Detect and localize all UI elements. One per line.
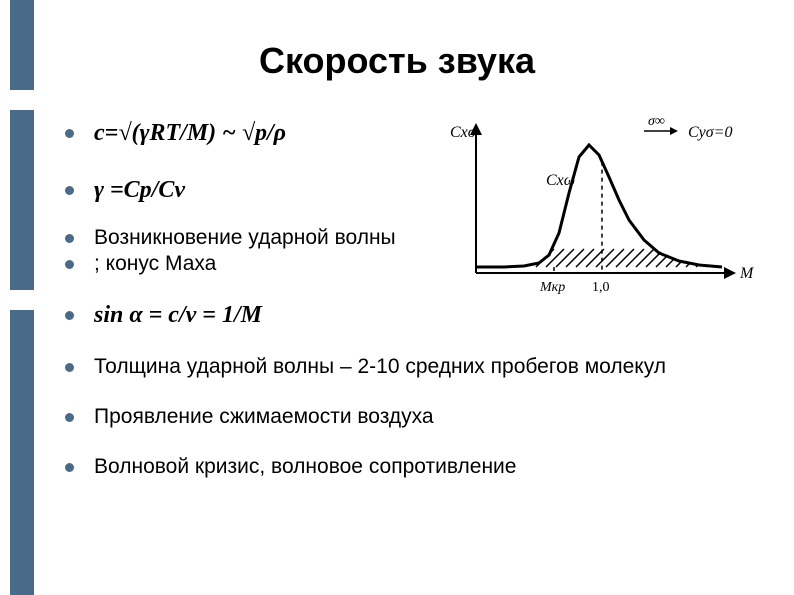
svg-text:σ∞: σ∞ bbox=[648, 115, 665, 129]
bullet-line-7: Волновой кризис, волновое сопротивление bbox=[65, 455, 764, 479]
bullet-dot bbox=[65, 260, 74, 269]
bullet-text: Волновой кризис, волновое сопротивление bbox=[94, 455, 516, 479]
bullet-text: Возникновение ударной волны bbox=[94, 226, 396, 250]
bullet-text: Проявление сжимаемости воздуха bbox=[94, 405, 434, 429]
bullet-text: c=√(γRT/M) ~ √p/ρ bbox=[94, 120, 286, 147]
bullet-dot bbox=[65, 129, 74, 138]
slide-title: Скорость звука bbox=[0, 40, 794, 82]
svg-text:M: M bbox=[739, 265, 754, 282]
svg-text:1,0: 1,0 bbox=[592, 280, 610, 295]
accent-bar-3 bbox=[10, 310, 34, 595]
bullet-dot bbox=[65, 463, 74, 472]
bullet-text: Толщина ударной волны – 2-10 средних про… bbox=[94, 355, 666, 379]
svg-text:Cxω: Cxω bbox=[546, 172, 575, 189]
bullet-dot bbox=[65, 311, 74, 320]
bullet-dot bbox=[65, 363, 74, 372]
wave-chart: Cxσ Cxω σ∞ Cyσ=0 M Mкр 1,0 bbox=[444, 115, 754, 300]
bullet-dot bbox=[65, 413, 74, 422]
bullet-line-6: Проявление сжимаемости воздуха bbox=[65, 405, 764, 429]
bullet-dot bbox=[65, 234, 74, 243]
left-accent-bars bbox=[0, 0, 40, 595]
bullet-text: γ =Cp/Cv bbox=[94, 177, 185, 204]
bullet-line-5: Толщина ударной волны – 2-10 средних про… bbox=[65, 355, 764, 379]
svg-text:Mкр: Mкр bbox=[539, 280, 565, 295]
bullet-dot bbox=[65, 186, 74, 195]
svg-text:Cxσ: Cxσ bbox=[450, 124, 477, 141]
bullet-text: ; конус Маха bbox=[94, 252, 216, 276]
bullet-line-4: sin α = c/v = 1/M bbox=[65, 302, 764, 329]
svg-text:Cyσ=0: Cyσ=0 bbox=[688, 124, 732, 141]
bullet-text: sin α = c/v = 1/M bbox=[94, 302, 262, 329]
accent-bar-2 bbox=[10, 110, 34, 290]
chart-svg: Cxσ Cxω σ∞ Cyσ=0 M Mкр 1,0 bbox=[444, 115, 754, 300]
